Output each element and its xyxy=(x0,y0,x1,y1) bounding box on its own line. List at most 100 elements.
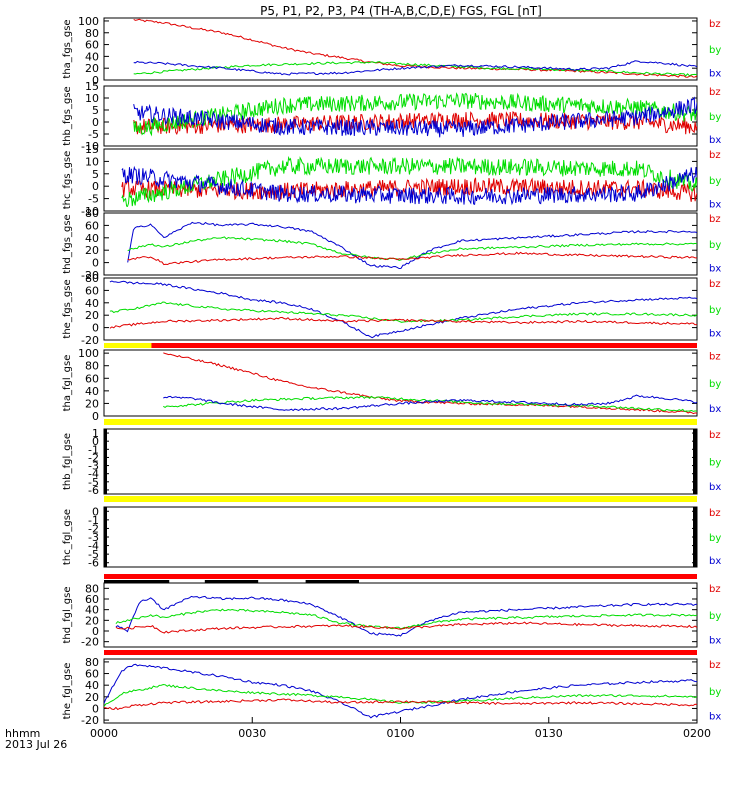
ytick-label: 0 xyxy=(92,257,99,270)
ytick-label: 60 xyxy=(85,39,99,52)
panel-frame xyxy=(103,658,698,724)
legend-bx: bx xyxy=(709,635,721,646)
ytick-label: 60 xyxy=(85,284,99,297)
legend-by: by xyxy=(709,379,721,390)
xtick-label: 0100 xyxy=(387,727,415,740)
legend-bx: bx xyxy=(709,404,721,415)
legend-bx: bx xyxy=(709,200,721,211)
ytick-label: 0 xyxy=(92,410,99,423)
ytick-label: 1 xyxy=(92,427,99,440)
series-bz xyxy=(104,698,697,711)
legend-by: by xyxy=(709,611,721,622)
ytick-label: -5 xyxy=(88,476,99,489)
legend-bz: bz xyxy=(709,214,721,225)
ytick-label: -2 xyxy=(88,522,99,535)
panel-ylabel: tha_fgs_gse xyxy=(62,19,73,78)
ytick-label: 0 xyxy=(92,116,99,129)
xtick-label: 0130 xyxy=(535,727,563,740)
ytick-label: 0 xyxy=(92,435,99,448)
panel-ylabel: thd_fgl_gse xyxy=(62,587,73,644)
ytick-label: -5 xyxy=(88,193,99,206)
ytick-label: 15 xyxy=(85,143,99,156)
ytick-label: 0 xyxy=(92,180,99,193)
status-bar-black-segment xyxy=(204,580,259,583)
series-bx xyxy=(109,280,697,339)
panel-ylabel: thb_fgs_gse xyxy=(62,86,73,145)
legend-by: by xyxy=(709,176,721,187)
ytick-label: -20 xyxy=(81,269,99,282)
status-bar-red xyxy=(104,650,697,655)
ytick-label: 20 xyxy=(85,309,99,322)
series-by xyxy=(163,395,697,412)
series-bx xyxy=(115,595,697,637)
ytick-label: 40 xyxy=(85,679,99,692)
panel-frame xyxy=(103,85,698,147)
ytick-label: 60 xyxy=(85,219,99,232)
status-bar-yellow xyxy=(104,419,697,425)
ytick-label: 80 xyxy=(85,207,99,220)
legend-by: by xyxy=(709,458,721,469)
legend-bz: bz xyxy=(709,150,721,161)
status-bar-black-segment xyxy=(305,580,359,583)
ytick-label: 40 xyxy=(85,385,99,398)
series-bx xyxy=(104,663,697,719)
panel-thc_fgl_gse: -6-5-4-3-2-10 thc_fgl_gse bz by bx xyxy=(62,505,721,569)
panel-ylabel: the_fgs_gse xyxy=(62,279,73,338)
panel-frame xyxy=(103,506,698,568)
ytick-label: -3 xyxy=(88,460,99,473)
legend-bz: bz xyxy=(709,19,721,30)
xtick-label: 0000 xyxy=(90,727,118,740)
series-bx xyxy=(127,221,697,270)
ytick-label: -5 xyxy=(88,548,99,561)
ytick-label: 10 xyxy=(85,155,99,168)
ytick-label: 100 xyxy=(78,347,99,360)
footer-hhmm: hhmm xyxy=(5,727,40,740)
panel-thb_fgl_gse: -6-5-4-3-2-101 thb_fgl_gse bz by bx xyxy=(62,427,721,497)
panel-frame xyxy=(103,428,698,495)
ytick-label: 100 xyxy=(78,15,99,28)
ytick-label: -1 xyxy=(88,443,99,456)
xtick-label: 0030 xyxy=(238,727,266,740)
panel-frame xyxy=(103,349,698,417)
ytick-label: 60 xyxy=(85,668,99,681)
ytick-label: -4 xyxy=(88,540,99,553)
ytick-label: 80 xyxy=(85,582,99,595)
ytick-label: 80 xyxy=(85,656,99,669)
ytick-label: 0 xyxy=(92,74,99,87)
ytick-label: 0 xyxy=(92,322,99,335)
legend-bz: bz xyxy=(709,430,721,441)
ytick-label: -10 xyxy=(81,140,99,153)
status-bar-red xyxy=(104,343,697,348)
legend-bz: bz xyxy=(709,584,721,595)
series-bx xyxy=(163,394,697,412)
panel-frame xyxy=(103,277,698,341)
legend-by: by xyxy=(709,687,721,698)
ytick-label: 80 xyxy=(85,27,99,40)
series-by xyxy=(121,155,697,208)
legend-bx: bx xyxy=(709,135,721,146)
panel-frame xyxy=(103,17,698,81)
ytick-label: 20 xyxy=(85,691,99,704)
plot-title: P5, P1, P2, P3, P4 (TH-A,B,C,D,E) FGS, F… xyxy=(260,4,542,18)
ytick-label: 40 xyxy=(85,604,99,617)
legend-by: by xyxy=(709,533,721,544)
ytick-label: -6 xyxy=(88,484,99,497)
legend-bz: bz xyxy=(709,508,721,519)
legend-bx: bx xyxy=(709,711,721,722)
ytick-label: -4 xyxy=(88,468,99,481)
series-by xyxy=(133,61,697,77)
edge-marker-right xyxy=(693,507,697,567)
series-bx xyxy=(121,165,697,206)
series-by xyxy=(109,301,697,323)
series-bx xyxy=(133,60,697,76)
panel-ylabel: thb_fgl_gse xyxy=(62,433,73,490)
panel-frame xyxy=(103,148,698,212)
series-by xyxy=(104,683,697,707)
legend-bx: bx xyxy=(709,482,721,493)
